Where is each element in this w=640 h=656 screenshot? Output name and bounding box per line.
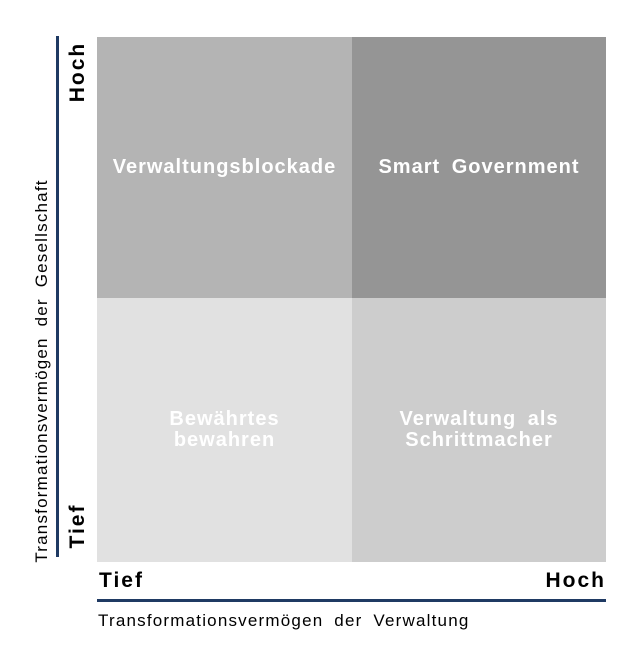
quadrant-grid: Verwaltungsblockade Smart Government Bew…: [97, 37, 606, 562]
x-axis-line: [97, 599, 606, 602]
quadrant-bewaehrtes-bewahren: Bewährtes bewahren: [97, 298, 352, 562]
quadrant-verwaltung-als-schrittmacher: Verwaltung als Schrittmacher: [352, 298, 606, 562]
quadrant-label-verwaltungsblockade: Verwaltungsblockade: [112, 156, 337, 178]
x-axis-tick-tief: Tief: [99, 569, 144, 592]
y-axis-tick-tief: Tief: [66, 503, 89, 549]
quadrant-smart-government: Smart Government: [352, 37, 606, 298]
y-axis-line: [56, 36, 59, 557]
quadrant-label-smart-government: Smart Government: [378, 156, 580, 178]
quadrant-verwaltungsblockade: Verwaltungsblockade: [97, 37, 352, 298]
y-axis-title: Transformationsvermögen der Gesellschaft: [32, 179, 51, 563]
x-axis-tick-hoch: Hoch: [545, 569, 606, 592]
y-axis-tick-hoch: Hoch: [66, 41, 89, 103]
x-axis-title: Transformationsvermögen der Verwaltung: [98, 611, 470, 630]
quadrant-label-bewaehrtes-bewahren: Bewährtes bewahren: [169, 408, 280, 451]
quadrant-label-verwaltung-als-schrittmacher: Verwaltung als Schrittmacher: [399, 408, 559, 451]
